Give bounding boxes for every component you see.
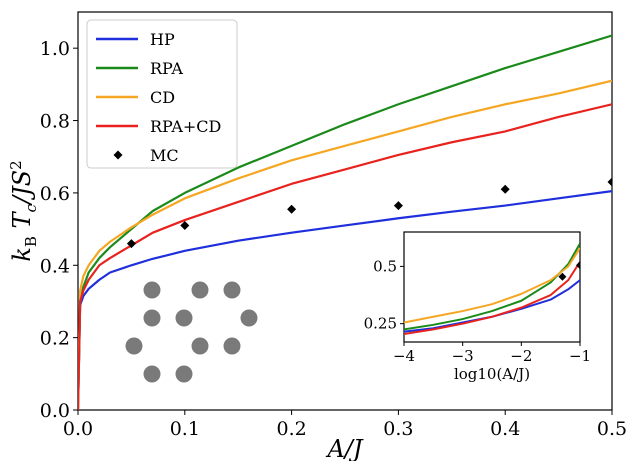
main-series-rpa [78, 34, 612, 410]
x-axis-label: A/J [325, 435, 363, 461]
main-series-cd [78, 79, 612, 410]
main-y-tick-label: 0.6 [40, 183, 70, 205]
main-plot-area [78, 34, 612, 410]
inset-x-axis-label: log10(A/J) [454, 365, 530, 383]
inset-y-tick-label: 0.5 [373, 257, 397, 275]
legend-label: RPA [150, 59, 183, 78]
y-axis-label: kB Tc/JS2 [7, 160, 40, 261]
inset-y-tick-label: 0.25 [364, 315, 397, 333]
main-mc-point [500, 184, 510, 194]
inset-mc-point [558, 272, 567, 281]
lattice-site [143, 281, 161, 299]
main-x-tick-label: 0.2 [276, 418, 306, 440]
lattice-site [175, 365, 193, 383]
lattice-site [143, 365, 161, 383]
main-x-tick-label: 0.0 [63, 418, 93, 440]
legend-box [86, 19, 238, 169]
main-series-hp [78, 190, 612, 410]
lattice-site [240, 309, 258, 327]
lattice-site [175, 309, 193, 327]
main-x-tick-label: 0.3 [383, 418, 413, 440]
main-y-tick-label: 0.8 [40, 111, 70, 133]
main-y-tick-label: 0.0 [40, 400, 70, 422]
legend-marker [113, 150, 123, 160]
main-y-tick-label: 0.4 [40, 255, 70, 277]
lattice-site [143, 309, 161, 327]
main-series-rpa-plus-cd [78, 103, 612, 410]
inset-x-tick-label: −2 [510, 347, 532, 365]
lattice-site [191, 281, 209, 299]
lattice-site [191, 337, 209, 355]
legend-label: MC [150, 146, 179, 165]
lattice-site [223, 281, 241, 299]
main-mc-point [180, 220, 190, 230]
legend: HP RPA CD RPA+CD MC [86, 19, 238, 169]
legend-label: HP [150, 30, 175, 49]
main-mc-point [287, 204, 297, 214]
inset-series-rpa [404, 242, 580, 331]
legend-label: RPA+CD [150, 117, 221, 136]
inset-axes: −4 −3 −2 −1 0.25 0.5 log10(A/J) [364, 231, 591, 383]
main-mc-point [607, 177, 612, 187]
inset-mc-point [576, 261, 580, 270]
inset-series-rpa-plus-cd [404, 261, 580, 335]
main-y-tick-label: 0.2 [40, 328, 70, 350]
main-x-tick-label: 0.1 [170, 418, 200, 440]
main-y-tick-label: 1.0 [40, 38, 70, 60]
lattice-illustration [125, 281, 258, 383]
main-axes: 0.0 0.1 0.2 0.3 0.4 0.5 0.0 0.2 0.4 0.6 0.8 1.0 A/J k… [7, 11, 627, 461]
inset-x-tick-label: −1 [569, 347, 591, 365]
main-mc-point [393, 201, 403, 211]
main-x-tick-label: 0.4 [490, 418, 520, 440]
inset-x-tick-label: −3 [452, 347, 474, 365]
main-x-tick-label: 0.5 [597, 418, 627, 440]
legend-label: CD [150, 88, 175, 107]
inset-x-tick-label: −4 [393, 347, 415, 365]
lattice-site [125, 337, 143, 355]
inset-frame [403, 231, 581, 343]
inset-series-cd [404, 247, 580, 324]
inset-plot-area [404, 242, 580, 335]
lattice-site [223, 337, 241, 355]
main-mc-point [126, 239, 136, 249]
